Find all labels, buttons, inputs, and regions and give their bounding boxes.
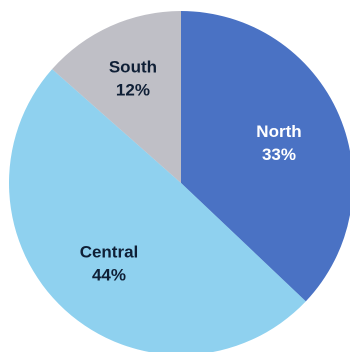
pie-label-north: North 33% <box>256 122 301 164</box>
pie-value-label: 44% <box>92 266 126 285</box>
pie-label-south: South 12% <box>109 57 157 99</box>
pie-labels: North 33% Central 44% South 12% <box>80 57 302 284</box>
pie-value-label: 33% <box>262 145 296 164</box>
pie-value-label: 12% <box>116 80 150 99</box>
pie-slices <box>9 11 350 352</box>
pie-label-central: Central 44% <box>80 243 139 285</box>
pie-slice-north <box>181 11 350 302</box>
pie-slice-central <box>9 69 306 352</box>
pie-slice-south <box>52 11 181 183</box>
pie-category-label: North <box>256 122 301 141</box>
pie-category-label: South <box>109 57 157 76</box>
pie-category-label: Central <box>80 243 139 262</box>
